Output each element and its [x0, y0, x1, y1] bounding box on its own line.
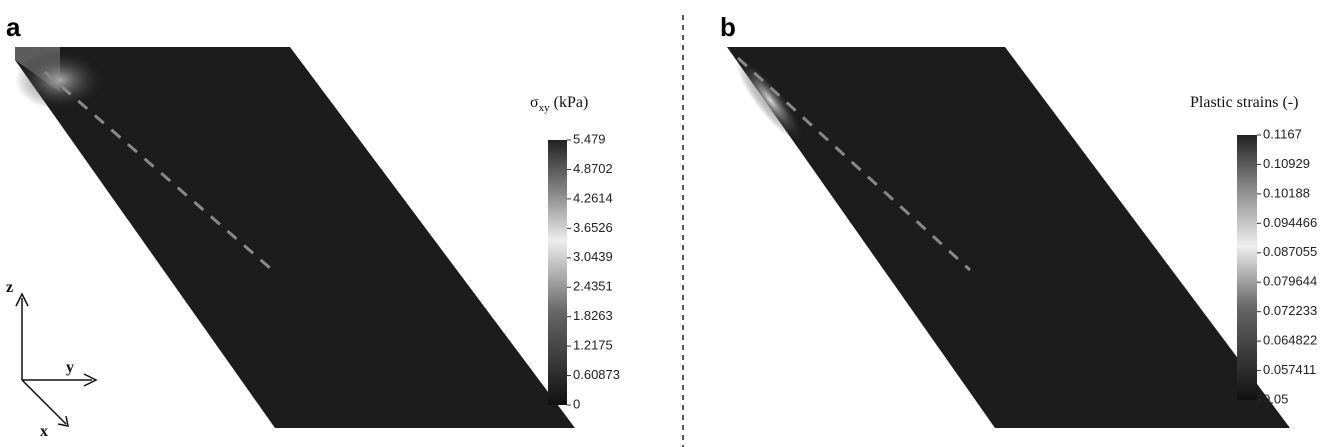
panel-label: a — [6, 12, 21, 42]
colorbar-tick-label: 0.05 — [1263, 391, 1288, 406]
colorbar-tick-label: 0.094466 — [1263, 215, 1317, 230]
colorbar-tick-label: 0.1167 — [1263, 126, 1302, 141]
colorbar-tick-label: 0.60873 — [573, 367, 620, 382]
colorbar-tick-label: 0.087055 — [1263, 244, 1317, 259]
colorbar-tick-label: 0.10188 — [1263, 185, 1310, 200]
plate — [15, 47, 575, 428]
colorbar-tick-label: 1.2175 — [573, 338, 613, 353]
axis-label: z — [6, 279, 13, 296]
stress-highlight — [15, 50, 105, 110]
colorbar-tick-label: 2.4351 — [573, 279, 613, 294]
colorbar-tick-label: 3.0439 — [573, 249, 613, 264]
colorbar-tick-label: 1.8263 — [573, 308, 613, 323]
colorbar-tick-label: 0.079644 — [1263, 274, 1317, 289]
colorbar-tick-label: 0.064822 — [1263, 333, 1317, 348]
axis-label: y — [66, 359, 74, 376]
colorbar-title: Plastic strains (-) — [1190, 94, 1298, 111]
colorbar-tick-label: 4.8702 — [573, 161, 613, 176]
colorbar — [1237, 135, 1257, 400]
colorbar-tick-label: 0 — [573, 396, 580, 411]
colorbar-tick-label: 5.479 — [573, 131, 606, 146]
colorbar-tick-label: 4.2614 — [573, 190, 613, 205]
colorbar-tick-label: 0.057411 — [1263, 362, 1316, 377]
figure: a σxy(kPa) z y x b Plastic strains (-) 5… — [0, 0, 1340, 447]
colorbar — [548, 140, 567, 405]
colorbar-tick-label: 3.6526 — [573, 220, 613, 235]
coordinate-axes — [16, 294, 96, 426]
colorbar-title: σxy(kPa) — [530, 94, 588, 114]
axis-label: x — [40, 423, 48, 440]
colorbar-tick-label: 0.072233 — [1263, 303, 1317, 318]
panel-label: b — [720, 12, 736, 42]
colorbar-tick-label: 0.10929 — [1263, 156, 1310, 171]
